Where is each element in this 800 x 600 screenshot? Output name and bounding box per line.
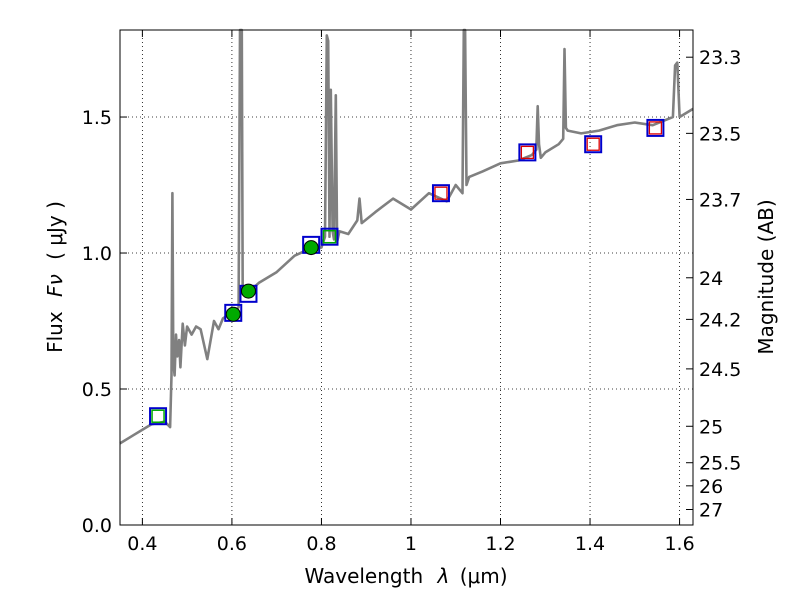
obs-point-red bbox=[434, 186, 448, 200]
y-axis-title: Flux Fν ( μJy ) bbox=[43, 201, 67, 353]
x-axis-title: Wavelength λ (μm) bbox=[304, 564, 507, 588]
y-tick-label: 1.5 bbox=[82, 107, 112, 129]
x-tick-label: 1.2 bbox=[485, 533, 515, 555]
y2-tick-label: 25 bbox=[699, 416, 723, 438]
x-axis-unit: (μm) bbox=[460, 564, 508, 588]
sed-line bbox=[119, 28, 694, 445]
y2-tick-label: 23.5 bbox=[699, 123, 741, 145]
y-axis-label: Flux bbox=[43, 311, 67, 353]
obs-point-filled bbox=[303, 240, 319, 256]
obs-point-filled bbox=[240, 283, 256, 299]
y-tick-label: 1.0 bbox=[82, 243, 112, 265]
x-axis-label: Wavelength bbox=[304, 564, 423, 588]
obs-point-green bbox=[151, 409, 165, 423]
grid bbox=[120, 30, 693, 525]
markers-layer bbox=[149, 118, 665, 426]
model-point bbox=[431, 184, 450, 203]
model-point bbox=[320, 227, 339, 246]
y-ticks: 0.0 0.5 1.0 1.5 bbox=[82, 107, 127, 537]
y-axis-unit: ( μJy ) bbox=[43, 201, 67, 260]
y2-axis-title: Magnitude (AB) bbox=[754, 199, 778, 354]
x-tick-label: 1.6 bbox=[664, 533, 694, 555]
y2-tick-label: 26 bbox=[699, 476, 723, 498]
obs-point-red bbox=[586, 137, 600, 151]
y-axis-symbol: Fν bbox=[43, 274, 67, 297]
x-tick-label: 1.4 bbox=[575, 533, 605, 555]
y2-tick-label: 23.3 bbox=[699, 47, 741, 69]
y2-tick-label: 24.2 bbox=[699, 309, 741, 331]
x-tick-label: 1 bbox=[405, 533, 417, 555]
model-point bbox=[518, 143, 537, 162]
x-tick-label: 0.6 bbox=[217, 533, 247, 555]
y-tick-label: 0.0 bbox=[82, 515, 112, 537]
obs-point-filled bbox=[225, 306, 241, 322]
obs-point-red bbox=[648, 121, 663, 135]
plot-frame bbox=[119, 29, 694, 526]
obs-point-red bbox=[520, 145, 535, 160]
y-tick-label: 0.5 bbox=[82, 379, 112, 401]
x-tick-label: 0.8 bbox=[306, 533, 336, 555]
x-axis-symbol: λ bbox=[437, 564, 450, 588]
y2-tick-label: 25.5 bbox=[699, 453, 741, 475]
obs-point-green bbox=[322, 229, 337, 244]
x-tick-label: 0.4 bbox=[127, 533, 157, 555]
model-point bbox=[646, 118, 665, 137]
model-point bbox=[149, 407, 168, 426]
plot-area bbox=[120, 30, 693, 525]
y2-tick-label: 23.7 bbox=[699, 189, 741, 211]
y2-tick-label: 24 bbox=[699, 268, 723, 290]
series-layer bbox=[119, 28, 694, 445]
y2-tick-label: 27 bbox=[699, 499, 723, 521]
y2-tick-label: 24.5 bbox=[699, 359, 741, 381]
model-point bbox=[584, 135, 603, 154]
x-ticks: 0.4 0.6 0.8 1 1.2 1.4 1.6 bbox=[127, 30, 695, 555]
